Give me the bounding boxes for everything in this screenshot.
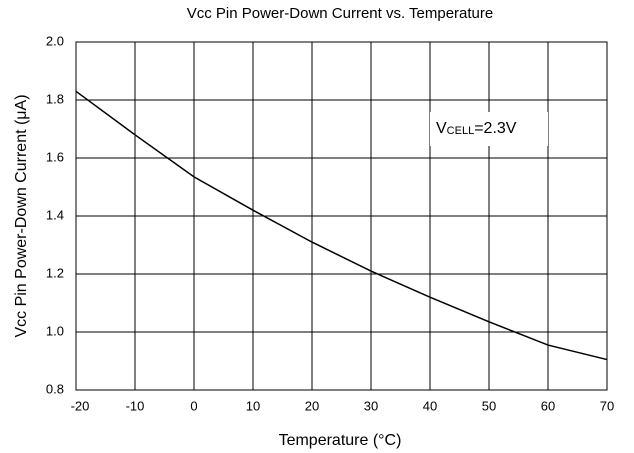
y-tick-label: 1.6 <box>46 149 64 164</box>
annotation: VCELL=2.3V <box>436 120 517 137</box>
x-tick-label: 10 <box>246 398 260 413</box>
y-tick-label: 1.2 <box>46 265 64 280</box>
x-tick-label: -10 <box>126 398 145 413</box>
x-tick-label: 50 <box>482 398 496 413</box>
x-tick-label: -20 <box>71 398 90 413</box>
annotation-box <box>430 112 548 146</box>
chart-title: Vcc Pin Power-Down Current vs. Temperatu… <box>187 5 494 22</box>
y-tick-label: 2.0 <box>46 33 64 48</box>
y-tick-label: 1.8 <box>46 91 64 106</box>
annotation-rest: =2.3V <box>474 120 517 137</box>
y-axis-label: Vcc Pin Power-Down Current (μA) <box>13 94 30 337</box>
x-tick-label: 30 <box>364 398 378 413</box>
x-tick-label: 0 <box>190 398 197 413</box>
annotation-main: V <box>436 120 447 137</box>
x-tick-label: 40 <box>423 398 437 413</box>
annotation-sub: CELL <box>447 125 475 137</box>
y-tick-label: 1.0 <box>46 323 64 338</box>
y-tick-label: 1.4 <box>46 207 64 222</box>
x-axis-label: Temperature (°C) <box>279 432 402 449</box>
data-line <box>75 90 608 361</box>
y-tick-label: 0.8 <box>46 381 64 396</box>
x-tick-label: 70 <box>600 398 614 413</box>
x-tick-label: 60 <box>541 398 555 413</box>
x-tick-label: 20 <box>305 398 319 413</box>
plot-frame <box>75 41 608 391</box>
